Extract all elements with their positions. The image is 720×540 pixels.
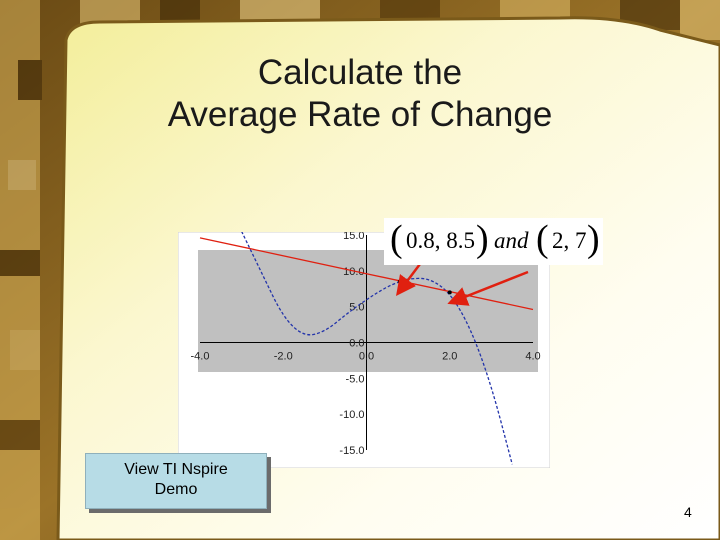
demo-button-line-1: View TI Nspire xyxy=(124,461,228,478)
graph-plot-area xyxy=(198,250,538,372)
marked-point xyxy=(447,290,452,295)
y-tick-label: 5.0 xyxy=(349,302,364,314)
paren-open-2: ( xyxy=(536,218,549,260)
marked-point xyxy=(397,279,402,284)
page-number: 4 xyxy=(684,504,692,520)
slide-title: Calculate the Average Rate of Change xyxy=(60,52,660,136)
secant-line xyxy=(199,237,534,311)
x-tick-label: 2.0 xyxy=(442,351,457,363)
y-tick-label: -15.0 xyxy=(339,445,364,457)
x-tick-label: -4.0 xyxy=(191,351,210,363)
title-line-2: Average Rate of Change xyxy=(167,95,553,134)
paren-open-1: ( xyxy=(390,218,403,260)
function-curve xyxy=(241,232,513,465)
x-tick-label: 0.0 xyxy=(359,351,374,363)
y-tick-label: -5.0 xyxy=(346,373,365,385)
function-graph: -4.0 -2.0 0.0 2.0 4.0 15.0 10.0 5.0 0.0 -5.0 -10.0… xyxy=(178,232,550,468)
title-line-1: Calculate the xyxy=(257,53,463,92)
and-word: and xyxy=(494,228,529,253)
x-tick-label: 4.0 xyxy=(525,351,540,363)
paren-close-2: ) xyxy=(587,218,600,260)
point-1: 0.8, 8.5 xyxy=(406,228,475,253)
y-tick-label: 15.0 xyxy=(343,232,364,242)
points-label: ( 0.8, 8.5 ) and ( 2, 7 ) xyxy=(384,218,603,265)
view-ti-nspire-demo-button[interactable]: View TI Nspire Demo xyxy=(85,453,267,509)
y-tick-label: -10.0 xyxy=(339,409,364,421)
x-tick-label: -2.0 xyxy=(274,351,293,363)
paren-close-1: ) xyxy=(476,218,489,260)
point-2: 2, 7 xyxy=(552,228,587,253)
demo-button-line-2: Demo xyxy=(154,481,198,498)
y-tick-label: 10.0 xyxy=(343,266,364,278)
y-tick-label: 0.0 xyxy=(349,338,364,350)
